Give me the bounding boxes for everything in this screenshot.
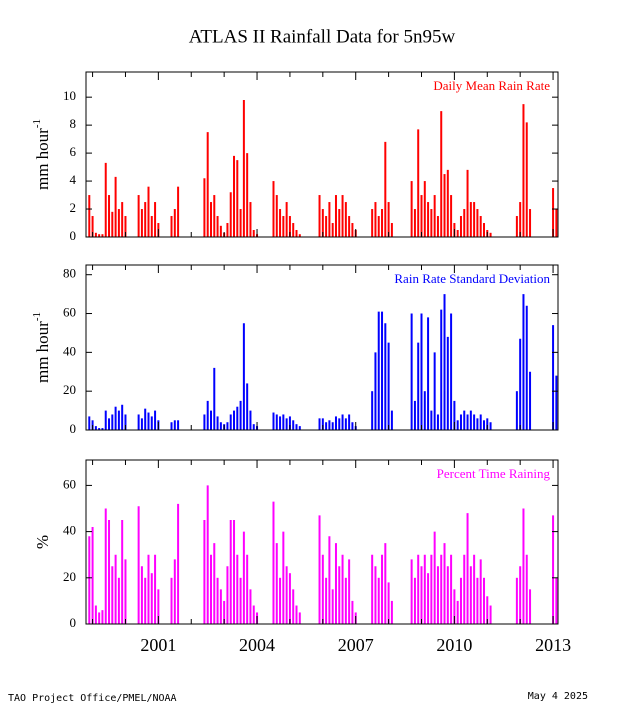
y-axis-label: mm hour-1	[31, 312, 52, 383]
plot-frame	[85, 459, 559, 625]
y-tick-label: 80	[63, 266, 76, 281]
title: ATLAS II Rainfall Data for 5n95w	[189, 26, 456, 47]
y-tick-label: 60	[63, 476, 76, 491]
panel-label: Daily Mean Rain Rate	[433, 78, 550, 93]
y-axis-label-text: mm hour	[33, 321, 52, 383]
x-tick-label: 2010	[436, 635, 472, 655]
x-tick-label: 2001	[140, 635, 176, 655]
y-tick-label: 20	[63, 569, 76, 584]
y-tick-label: 8	[70, 116, 77, 131]
y-tick-label: 0	[70, 228, 77, 243]
footer-left: TAO Project Office/PMEL/NOAA	[8, 693, 177, 704]
footer-right: May 4 2025	[528, 691, 588, 702]
panel-label: Rain Rate Standard Deviation	[394, 271, 550, 286]
y-axis-label: %	[33, 535, 52, 549]
x-tick-label: 2013	[535, 635, 571, 655]
panel-label: Percent Time Raining	[437, 466, 551, 481]
x-tick-label: 2004	[239, 635, 275, 655]
y-tick-label: 60	[63, 305, 76, 320]
y-tick-label: 10	[63, 88, 76, 103]
y-tick-label: 20	[63, 382, 76, 397]
y-tick-label: 6	[70, 144, 77, 159]
y-tick-label: 4	[70, 172, 77, 187]
y-axis-label-text: %	[33, 535, 52, 549]
y-axis-label-text: mm hour	[33, 128, 52, 190]
y-tick-label: 0	[70, 421, 77, 436]
y-axis-label-exponent: -1	[31, 312, 43, 321]
x-tick-label: 2007	[338, 635, 374, 655]
y-tick-label: 40	[63, 343, 76, 358]
y-tick-label: 0	[70, 615, 77, 630]
plot-frame	[85, 71, 559, 238]
y-axis-label: mm hour-1	[31, 119, 52, 190]
y-axis-label-exponent: -1	[31, 119, 43, 128]
y-tick-label: 2	[70, 200, 77, 215]
plot-frame	[85, 264, 559, 431]
y-tick-label: 40	[63, 523, 76, 538]
